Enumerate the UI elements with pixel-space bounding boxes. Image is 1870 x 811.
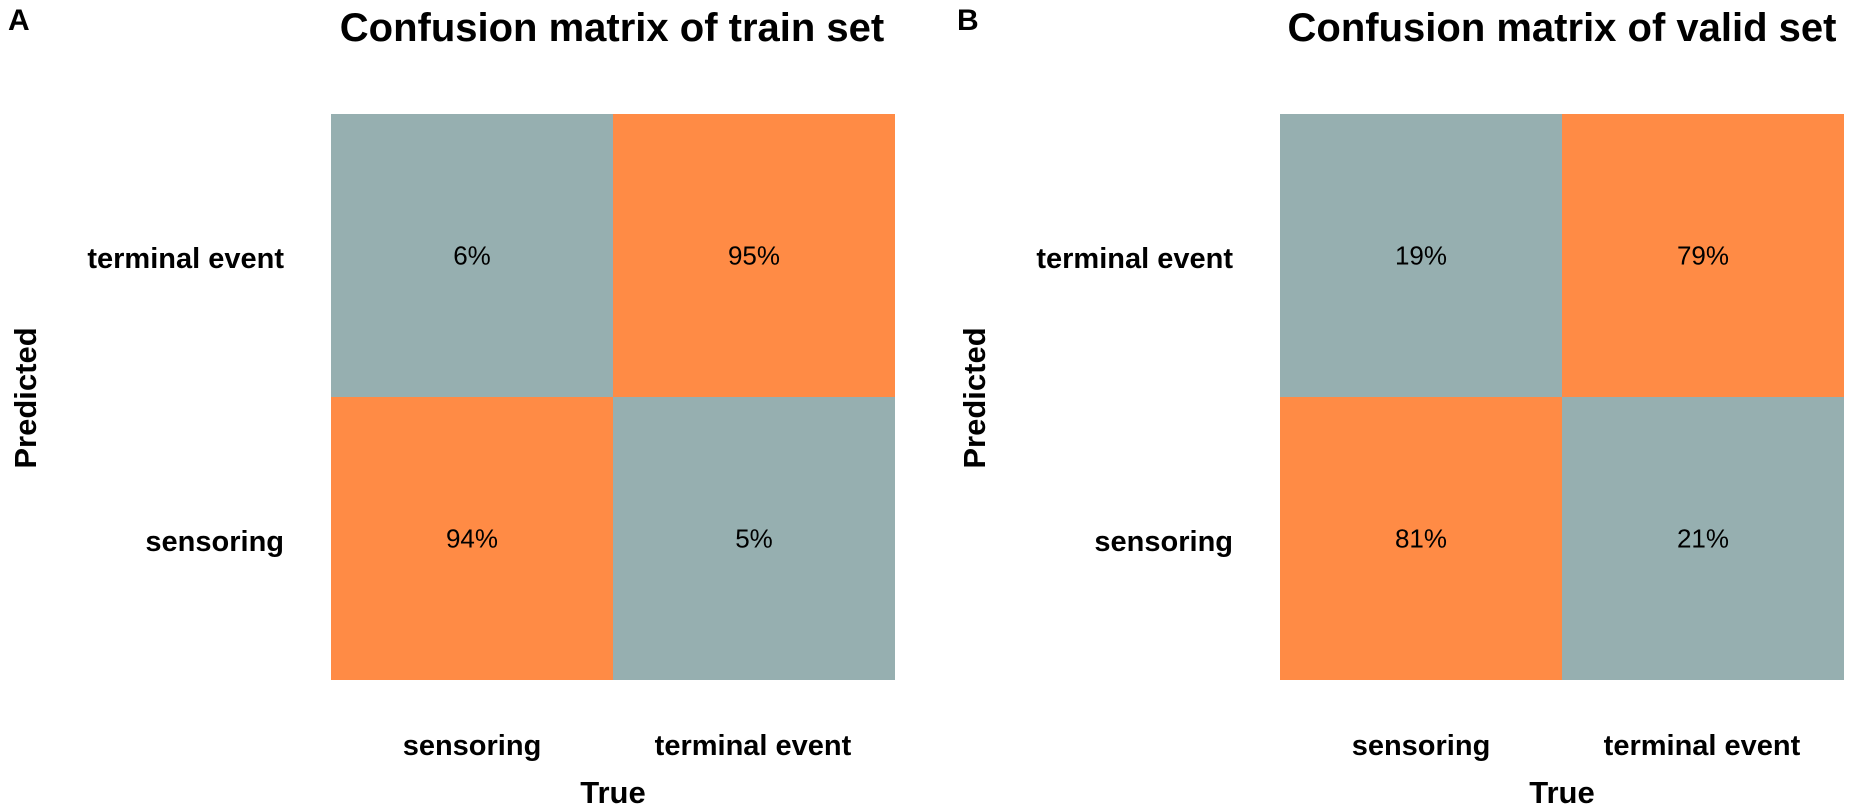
x-tick-sensoring-valid: sensoring [1352, 730, 1491, 762]
panel-a: A Confusion matrix of train set 6% 95% 94%… [8, 4, 895, 810]
y-axis-label-valid: Predicted [957, 327, 992, 468]
heatmap-cell-train-r1-c1 [613, 397, 895, 680]
x-tick-terminal-event-train: terminal event [655, 730, 852, 762]
heatmap-cell-train-r0-c1 [613, 114, 895, 397]
cell-value-label-valid-r0-c1: 79% [1677, 241, 1729, 271]
cell-value-label-train-r0-c0: 6% [453, 241, 491, 271]
chart-title-train: Confusion matrix of train set [340, 6, 885, 50]
heatmap-grid-valid: 19% 79% 81% 21% [1280, 114, 1844, 680]
x-tick-sensoring-train: sensoring [403, 730, 542, 762]
heatmap-cell-valid-r0-c0 [1280, 114, 1562, 397]
cell-value-label-valid-r1-c0: 81% [1395, 524, 1447, 554]
panel-letter-a: A [8, 4, 30, 37]
cell-value-label-valid-r1-c1: 21% [1677, 524, 1729, 554]
heatmap-cell-train-r1-c0 [331, 397, 613, 680]
cell-value-label-train-r0-c1: 95% [728, 241, 780, 271]
panel-b: B Confusion matrix of valid set 19% 79% 81… [957, 4, 1844, 810]
y-tick-terminal-event-valid: terminal event [1036, 243, 1233, 275]
cell-value-label-train-r1-c0: 94% [446, 524, 498, 554]
y-tick-sensoring-train: sensoring [145, 526, 284, 558]
heatmap-grid-train: 6% 95% 94% 5% [331, 114, 895, 680]
x-axis-label-valid: True [1529, 775, 1594, 810]
y-axis-label-train: Predicted [8, 327, 43, 468]
heatmap-cell-valid-r0-c1 [1562, 114, 1844, 397]
heatmap-cell-valid-r1-c1 [1562, 397, 1844, 680]
panel-letter-b: B [957, 4, 979, 37]
x-axis-label-train: True [580, 775, 645, 810]
heatmap-cell-train-r0-c0 [331, 114, 613, 397]
heatmap-cell-valid-r1-c0 [1280, 397, 1562, 680]
x-tick-terminal-event-valid: terminal event [1604, 730, 1801, 762]
cell-value-label-valid-r0-c0: 19% [1395, 241, 1447, 271]
chart-title-valid: Confusion matrix of valid set [1288, 6, 1837, 50]
y-tick-sensoring-valid: sensoring [1094, 526, 1233, 558]
cell-value-label-train-r1-c1: 5% [735, 524, 773, 554]
y-tick-terminal-event-train: terminal event [87, 243, 284, 275]
